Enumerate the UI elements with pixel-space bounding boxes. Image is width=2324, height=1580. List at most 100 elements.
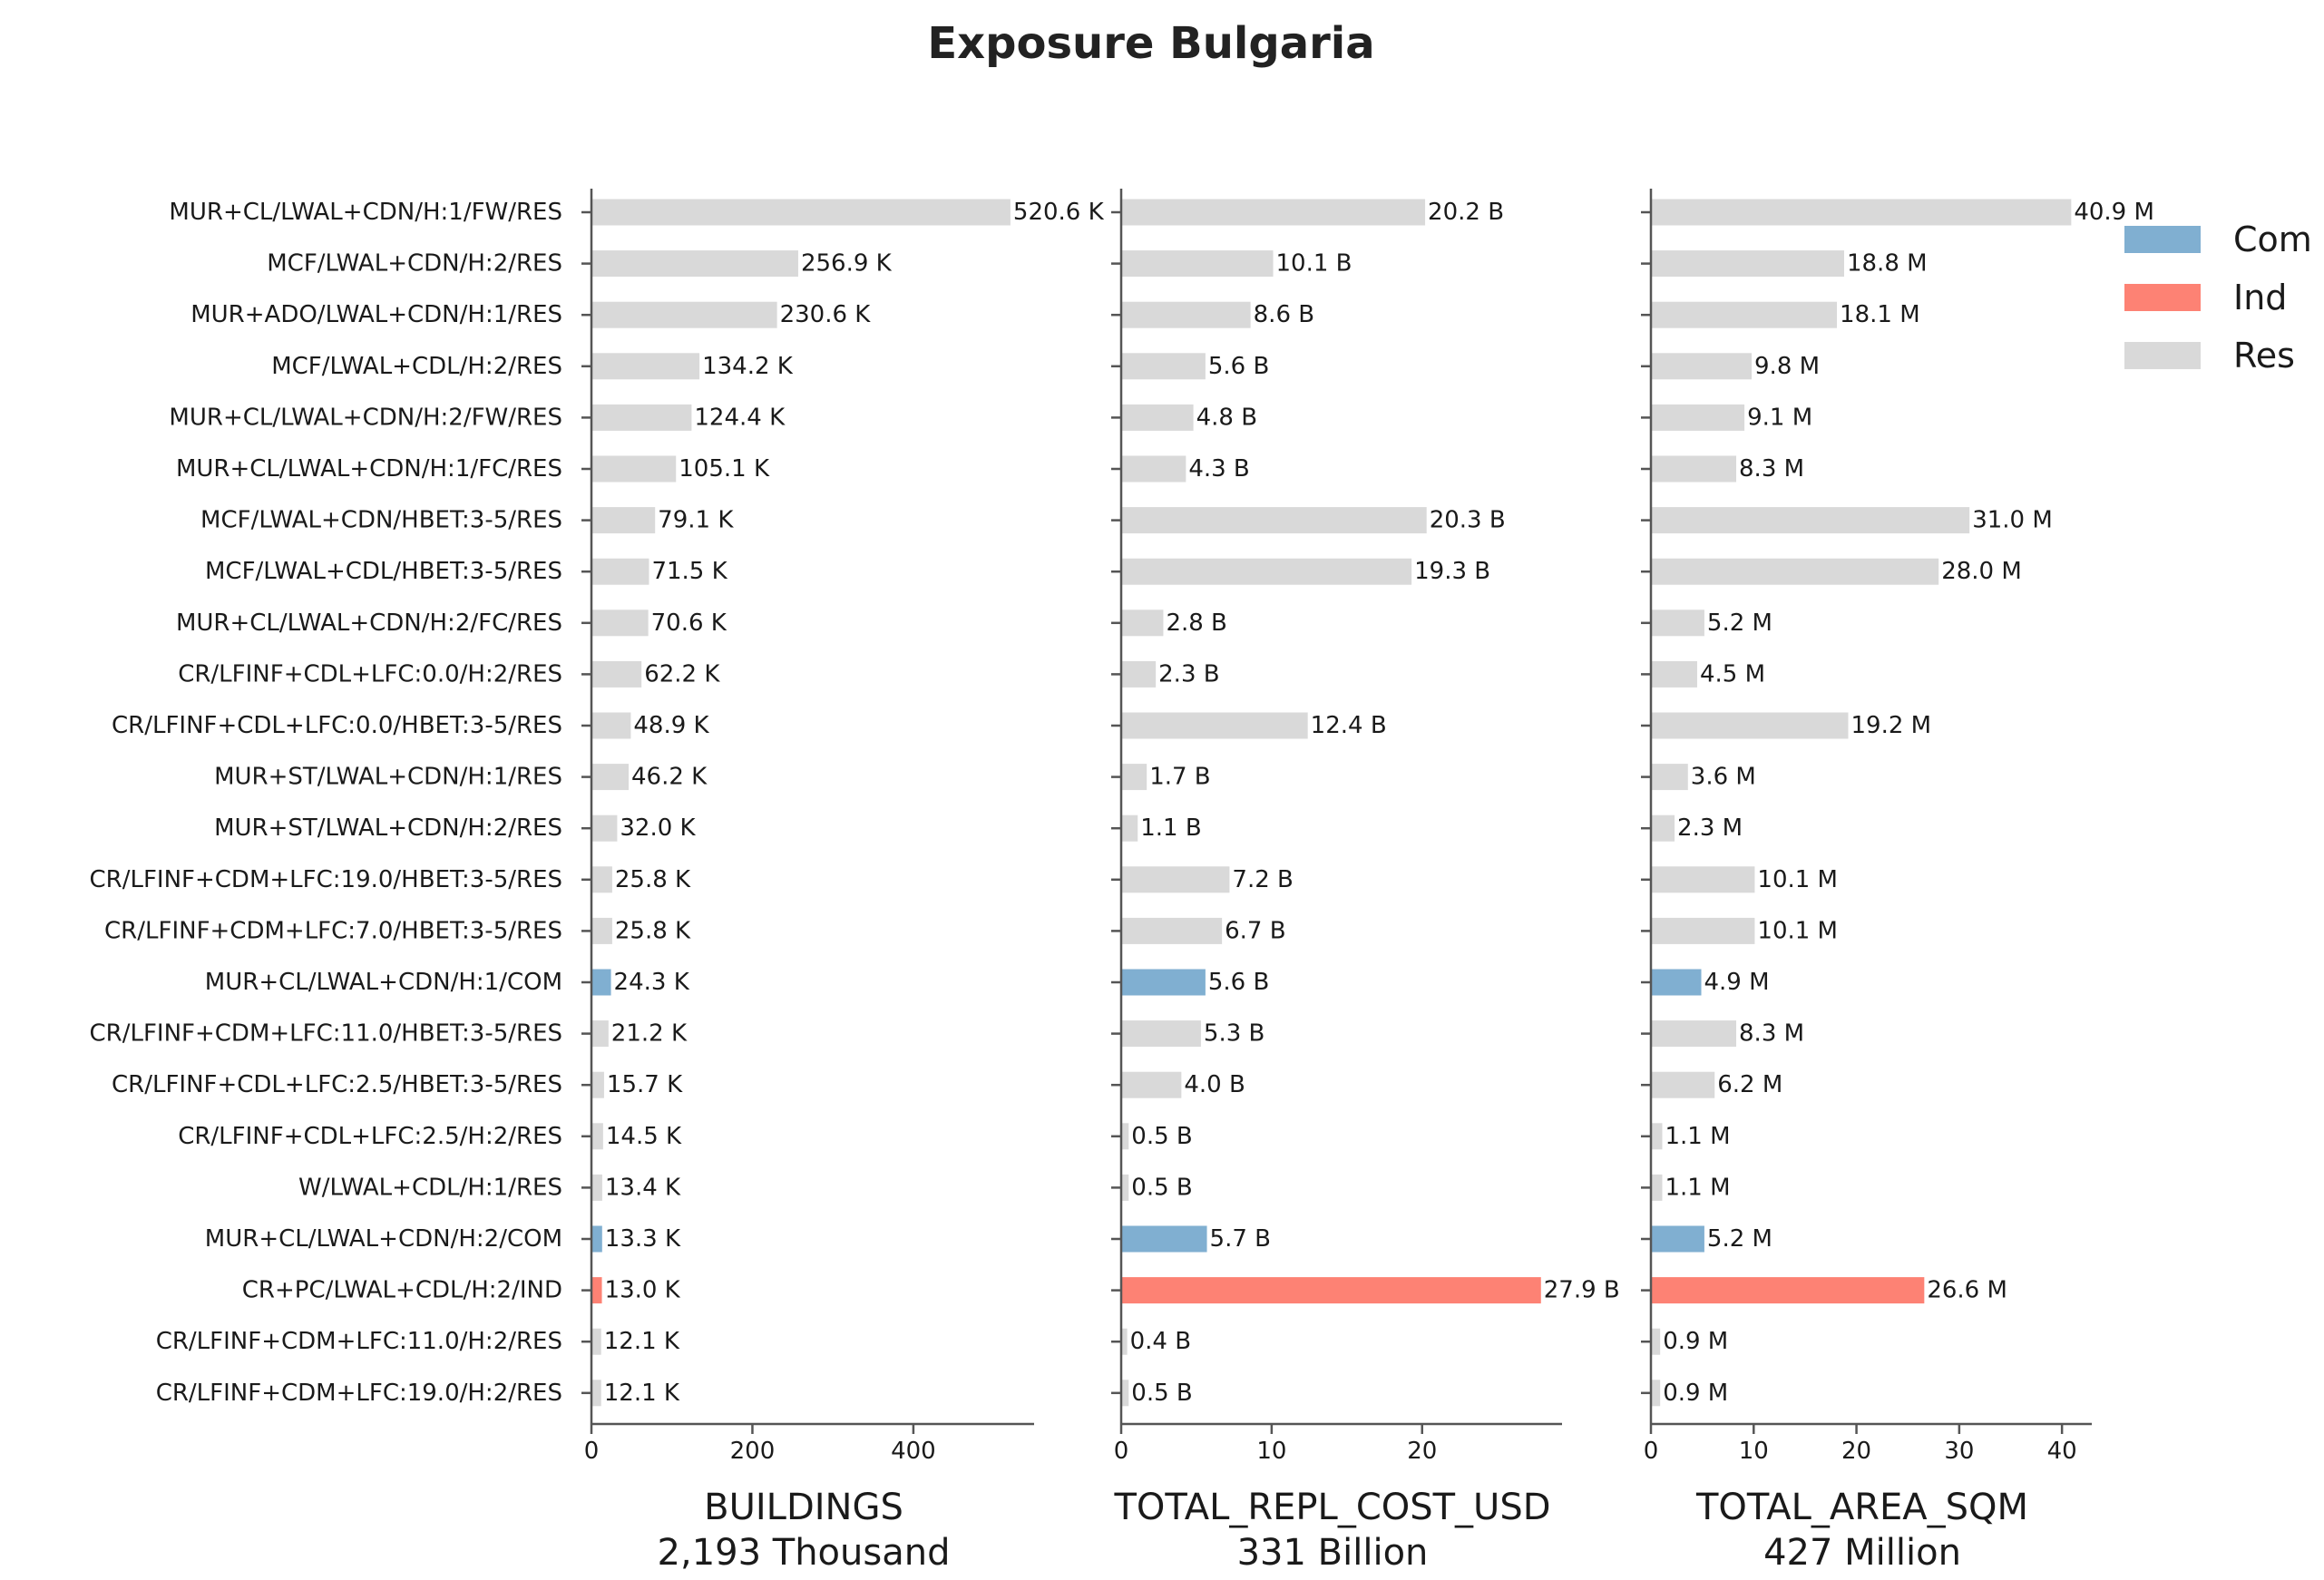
buildings-value-label-17: 15.7 K [607, 1071, 683, 1098]
total-area-sqm-bar-11 [1651, 764, 1688, 791]
total-repl-cost-usd-bar-23 [1121, 1380, 1129, 1407]
y-tick-label-cr-lfinf-cdm-lfc-11-0-h-2-res: CR/LFINF+CDM+LFC:11.0/H:2/RES [156, 1328, 562, 1355]
total-repl-cost-usd-bar-16 [1121, 1020, 1201, 1048]
total-area-sqm-bar-14 [1651, 917, 1755, 944]
legend-swatch-com [2124, 226, 2201, 253]
total-repl-cost-usd-bar-3 [1121, 353, 1206, 380]
y-tick-label-cr-lfinf-cdl-lfc-0-0-hbet-3-5-res: CR/LFINF+CDL+LFC:0.0/HBET:3-5/RES [112, 712, 562, 739]
total-area-sqm-bar-7 [1651, 558, 1939, 585]
total-area-sqm-bar-15 [1651, 969, 1702, 996]
buildings-value-label-18: 14.5 K [606, 1123, 682, 1150]
legend-label-res: Res [2233, 336, 2295, 375]
total-area-sqm-value-label-10: 19.2 M [1851, 712, 1932, 739]
total-area-sqm-value-label-8: 5.2 M [1707, 610, 1772, 637]
total-area-sqm-bar-12 [1651, 814, 1675, 842]
total-repl-cost-usd-bar-20 [1121, 1225, 1207, 1253]
total-area-sqm-bar-19 [1651, 1174, 1663, 1201]
buildings-value-label-10: 48.9 K [633, 712, 709, 739]
total-area-sqm-bar-22 [1651, 1328, 1661, 1355]
total-repl-cost-usd-bar-22 [1121, 1328, 1128, 1355]
buildings-value-label-21: 13.0 K [605, 1277, 681, 1304]
buildings-bar-1 [591, 250, 798, 278]
total-area-sqm-x-tick-label-40: 40 [2047, 1438, 2077, 1465]
buildings-bar-15 [591, 969, 611, 996]
total-repl-cost-usd-value-label-2: 8.6 B [1254, 301, 1314, 328]
buildings-bar-12 [591, 814, 618, 842]
total-area-sqm-value-label-4: 9.1 M [1747, 404, 1812, 431]
total-area-sqm-value-label-20: 5.2 M [1707, 1225, 1772, 1253]
buildings-bar-7 [591, 558, 649, 585]
total-area-sqm-value-label-9: 4.5 M [1700, 660, 1765, 688]
total-repl-cost-usd-value-label-1: 10.1 B [1276, 250, 1352, 278]
buildings-bar-0 [591, 199, 1011, 226]
total-area-sqm-bar-13 [1651, 866, 1755, 893]
buildings-bar-17 [591, 1071, 604, 1098]
total-repl-cost-usd-bar-14 [1121, 917, 1223, 944]
total-area-sqm-bar-23 [1651, 1380, 1661, 1407]
total-area-sqm-value-label-3: 9.8 M [1754, 353, 1820, 380]
total-repl-cost-usd-value-label-15: 5.6 B [1208, 969, 1269, 996]
total-repl-cost-usd-bar-1 [1121, 250, 1274, 278]
buildings-bar-13 [591, 866, 612, 893]
total-area-sqm-value-label-18: 1.1 M [1665, 1123, 1730, 1150]
buildings-bar-21 [591, 1277, 602, 1304]
buildings-bar-3 [591, 353, 700, 380]
buildings-value-label-16: 21.2 K [611, 1020, 688, 1048]
buildings-bar-18 [591, 1123, 603, 1150]
legend-label-ind: Ind [2233, 278, 2287, 317]
total-repl-cost-usd-bar-12 [1121, 814, 1138, 842]
y-tick-label-mur-cl-lwal-cdn-h-2-com: MUR+CL/LWAL+CDN/H:2/COM [205, 1225, 562, 1253]
buildings-x-tick-label-200: 200 [730, 1438, 776, 1465]
y-tick-label-mur-cl-lwal-cdn-h-2-fw-res: MUR+CL/LWAL+CDN/H:2/FW/RES [169, 404, 562, 431]
buildings-bar-9 [591, 660, 642, 688]
total-area-sqm-value-label-14: 10.1 M [1757, 917, 1838, 944]
buildings-value-label-14: 25.8 K [615, 917, 691, 944]
y-tick-label-mur-cl-lwal-cdn-h-1-fw-res: MUR+CL/LWAL+CDN/H:1/FW/RES [169, 199, 562, 226]
total-area-sqm-bar-16 [1651, 1020, 1737, 1048]
total-repl-cost-usd-value-label-3: 5.6 B [1208, 353, 1269, 380]
total-repl-cost-usd-value-label-21: 27.9 B [1544, 1277, 1620, 1304]
y-tick-label-cr-pc-lwal-cdl-h-2-ind: CR+PC/LWAL+CDL/H:2/IND [242, 1277, 562, 1304]
buildings-value-label-12: 32.0 K [620, 814, 696, 842]
total-repl-cost-usd-bar-17 [1121, 1071, 1182, 1098]
total-repl-cost-usd-bar-15 [1121, 969, 1206, 996]
total-repl-cost-usd-value-label-19: 0.5 B [1131, 1174, 1192, 1201]
total-repl-cost-usd-value-label-11: 1.7 B [1149, 764, 1210, 791]
total-area-sqm-value-label-23: 0.9 M [1663, 1380, 1728, 1407]
total-repl-cost-usd-bar-18 [1121, 1123, 1129, 1150]
total-repl-cost-usd-value-label-17: 4.0 B [1184, 1071, 1245, 1098]
total-repl-cost-usd-bar-8 [1121, 610, 1164, 637]
legend-swatch-ind [2124, 284, 2201, 311]
total-area-sqm-x-tick-label-0: 0 [1644, 1438, 1659, 1465]
buildings-bar-22 [591, 1328, 601, 1355]
total-repl-cost-usd-bar-6 [1121, 507, 1427, 534]
total-area-sqm-x-tick-label-30: 30 [1944, 1438, 1974, 1465]
total-area-sqm-value-label-13: 10.1 M [1757, 866, 1838, 893]
buildings-bar-20 [591, 1225, 602, 1253]
buildings-bar-11 [591, 764, 629, 791]
total-repl-cost-usd-value-label-5: 4.3 B [1188, 455, 1249, 483]
total-area-sqm-bar-0 [1651, 199, 2072, 226]
buildings-value-label-2: 230.6 K [780, 301, 872, 328]
total-area-sqm-bar-9 [1651, 660, 1697, 688]
buildings-value-label-19: 13.4 K [605, 1174, 681, 1201]
total-area-sqm-bar-4 [1651, 404, 1745, 431]
total-repl-cost-usd-value-label-23: 0.5 B [1131, 1380, 1192, 1407]
total-area-sqm-bar-8 [1651, 610, 1704, 637]
total-repl-cost-usd-bar-9 [1121, 660, 1157, 688]
total-area-sqm-value-label-19: 1.1 M [1665, 1174, 1730, 1201]
total-repl-cost-usd-bar-4 [1121, 404, 1194, 431]
y-tick-label-cr-lfinf-cdm-lfc-19-0-hbet-3-5-res: CR/LFINF+CDM+LFC:19.0/HBET:3-5/RES [90, 866, 563, 893]
buildings-value-label-1: 256.9 K [801, 250, 893, 278]
y-tick-label-mur-st-lwal-cdn-h-1-res: MUR+ST/LWAL+CDN/H:1/RES [214, 764, 562, 791]
y-tick-label-cr-lfinf-cdm-lfc-7-0-hbet-3-5-res: CR/LFINF+CDM+LFC:7.0/HBET:3-5/RES [104, 917, 562, 944]
buildings-bar-2 [591, 301, 777, 328]
buildings-value-label-8: 70.6 K [651, 610, 727, 637]
total-area-sqm-bar-3 [1651, 353, 1753, 380]
total-area-sqm-value-label-0: 40.9 M [2074, 199, 2154, 226]
total-repl-cost-usd-value-label-22: 0.4 B [1130, 1328, 1191, 1355]
total-repl-cost-usd-value-label-9: 2.3 B [1158, 660, 1219, 688]
total-area-sqm-bar-5 [1651, 455, 1737, 483]
total-area-sqm-x-tick-label-20: 20 [1841, 1438, 1871, 1465]
total-area-sqm-value-label-11: 3.6 M [1691, 764, 1756, 791]
